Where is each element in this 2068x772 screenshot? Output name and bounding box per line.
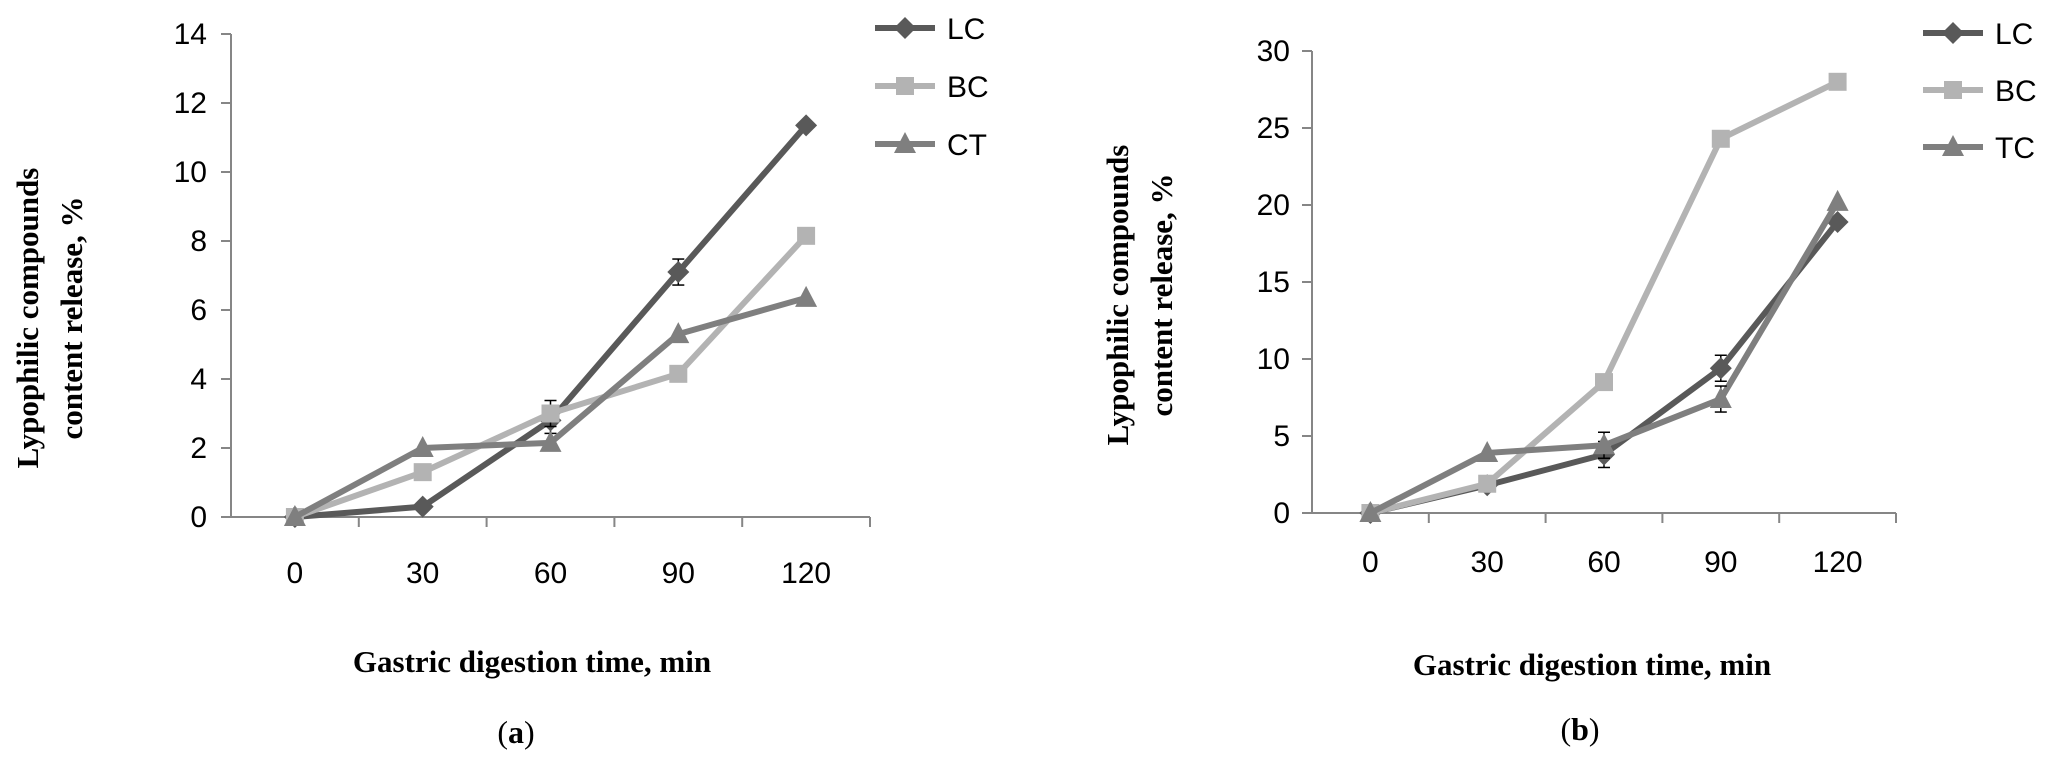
- legend-marker-lc: [894, 17, 916, 39]
- x-axis-title: Gastric digestion time, min: [353, 644, 711, 679]
- data-point-bc: [669, 364, 688, 383]
- data-point-tc: [1593, 433, 1615, 455]
- chart-a: 0 2 4 6 8 10 12 14 0 30 60 90 120 LC BC CT Gastric diges…: [10, 13, 989, 750]
- panel-label-letter: a: [508, 714, 524, 750]
- data-point-bc: [1478, 474, 1497, 493]
- data-point-tc: [1359, 501, 1382, 522]
- data-point-tc: [1826, 189, 1849, 211]
- legend-marker-ct: [894, 132, 916, 153]
- panel-label-open-paren: (: [1560, 711, 1571, 747]
- x-tick-label: 120: [1813, 546, 1863, 579]
- x-tick-label: 30: [1471, 546, 1504, 579]
- y-axis-title-line2: content release, %: [1144, 173, 1179, 416]
- data-point-lc: [667, 261, 690, 284]
- data-point-ct: [283, 505, 306, 526]
- data-point-ct: [411, 436, 434, 457]
- data-point-bc: [413, 463, 432, 482]
- chart-b: 0 5 10 15 20 25 30 0 30 60 90 120 LC BC TC Gastric dige…: [1100, 18, 2037, 747]
- legend-marker-bc: [1944, 81, 1962, 99]
- x-tick-label: 30: [406, 557, 439, 590]
- panel-label-letter: b: [1571, 711, 1589, 747]
- y-axis-title-line1: Lypophilic compounds: [1100, 145, 1135, 446]
- y-tick-label: 15: [1257, 266, 1290, 299]
- y-tick-label: 0: [190, 501, 207, 534]
- data-point-bc: [541, 404, 560, 423]
- y-tick-label: 2: [190, 432, 207, 465]
- y-tick-label: 5: [1273, 420, 1290, 453]
- legend-marker-lc: [1942, 22, 1964, 44]
- y-tick-label: 0: [1273, 497, 1290, 530]
- legend-label-lc: LC: [947, 13, 985, 46]
- legend-label-bc: BC: [1995, 75, 2037, 108]
- legend-label-lc: LC: [1995, 18, 2033, 51]
- y-tick-label: 30: [1257, 35, 1290, 68]
- y-tick-label: 10: [174, 156, 207, 189]
- data-point-bc: [1828, 72, 1847, 91]
- x-tick-label: 60: [534, 557, 567, 590]
- y-axis-title-line2: content release, %: [54, 196, 89, 439]
- legend-marker-tc: [1942, 135, 1964, 156]
- data-point-tc: [1476, 440, 1499, 462]
- panel-label-open-paren: (: [497, 714, 508, 750]
- legend-label-ct: CT: [947, 129, 987, 162]
- data-point-ct: [795, 285, 818, 307]
- y-tick-label: 4: [190, 363, 207, 396]
- y-tick-label: 20: [1257, 189, 1290, 222]
- y-tick-label: 8: [190, 225, 207, 258]
- y-axis-title-line1: Lypophilic compounds: [10, 168, 45, 469]
- y-tick-label: 10: [1257, 343, 1290, 376]
- data-point-tc: [1709, 387, 1732, 409]
- x-tick-label: 90: [662, 557, 695, 590]
- data-point-bc: [1595, 373, 1613, 392]
- panel-label-close-paren: ): [1589, 711, 1600, 747]
- legend-label-tc: TC: [1995, 132, 2035, 165]
- data-point-lc: [411, 495, 434, 518]
- data-point-ct: [539, 430, 562, 452]
- x-tick-label: 90: [1704, 546, 1737, 579]
- x-tick-label: 0: [1362, 546, 1379, 579]
- x-tick-label: 60: [1587, 546, 1620, 579]
- y-tick-label: 6: [190, 294, 207, 327]
- data-point-ct: [667, 322, 690, 344]
- panel-label: (a): [497, 714, 534, 750]
- y-tick-label: 12: [174, 87, 207, 120]
- legend-label-bc: BC: [947, 71, 989, 104]
- legend-marker-bc: [896, 77, 914, 95]
- data-point-lc: [795, 114, 818, 137]
- data-point-lc: [1709, 357, 1732, 380]
- data-point-bc: [797, 226, 816, 245]
- x-tick-label: 120: [781, 557, 831, 590]
- panel-label-close-paren: ): [524, 714, 535, 750]
- x-tick-label: 0: [287, 557, 304, 590]
- y-tick-label: 25: [1257, 112, 1290, 145]
- y-tick-label: 14: [174, 18, 207, 51]
- x-axis-title: Gastric digestion time, min: [1413, 647, 1771, 682]
- series-line-lc: [1369, 220, 1840, 516]
- panel-label: (b): [1560, 711, 1599, 747]
- data-point-bc: [1711, 129, 1730, 148]
